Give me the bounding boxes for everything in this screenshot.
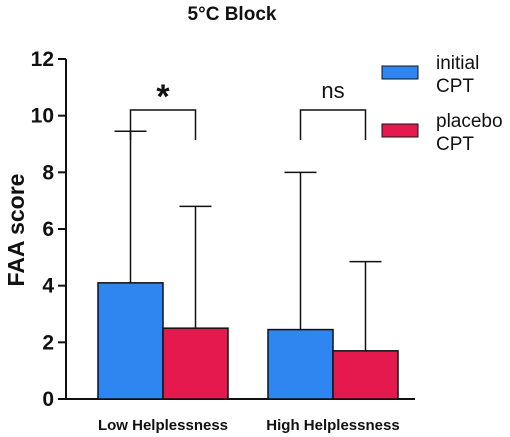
bar bbox=[332, 350, 399, 400]
y-tick-label: 4 bbox=[42, 275, 54, 298]
legend-label: CPT bbox=[436, 134, 474, 155]
x-axis: Low Helplessness High Helplessness bbox=[66, 398, 415, 434]
x-tick-label: Low Helplessness bbox=[98, 417, 228, 434]
y-axis: 0 2 4 6 8 10 12 bbox=[31, 48, 67, 411]
error-bars bbox=[114, 130, 382, 351]
bar bbox=[162, 327, 229, 400]
significance-bracket bbox=[299, 109, 367, 140]
y-tick-label: 0 bbox=[42, 388, 54, 411]
legend-label: placebo bbox=[436, 111, 503, 132]
x-tick-label: High Helplessness bbox=[266, 417, 399, 434]
y-tick-label: 8 bbox=[42, 161, 54, 184]
legend-label: CPT bbox=[436, 76, 474, 97]
y-tick-label: 6 bbox=[42, 218, 54, 241]
significance-bracket bbox=[129, 109, 197, 140]
chart-title: 5°C Block bbox=[188, 4, 277, 25]
y-tick-label: 10 bbox=[31, 105, 54, 128]
significance-label: * bbox=[156, 78, 170, 116]
bar bbox=[97, 282, 164, 400]
y-tick-label: 12 bbox=[31, 48, 54, 71]
significance-label: ns bbox=[321, 78, 344, 103]
y-axis-label: FAA score bbox=[3, 174, 29, 287]
legend-swatch bbox=[381, 65, 419, 80]
bar bbox=[267, 328, 334, 400]
legend-swatch bbox=[381, 123, 419, 138]
y-tick-label: 2 bbox=[42, 331, 54, 354]
legend-label: initial bbox=[436, 53, 479, 74]
bars bbox=[97, 282, 399, 400]
significance-annotations: * ns bbox=[129, 78, 367, 140]
